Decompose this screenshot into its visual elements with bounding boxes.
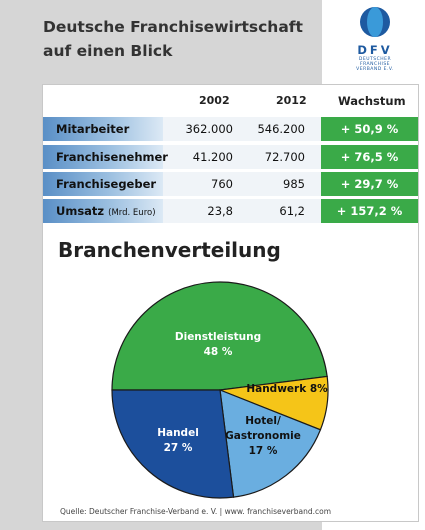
row-label: Mitarbeiter — [43, 117, 163, 141]
pie-label: Hotel/Gastronomie 17 % — [225, 415, 301, 457]
row-label-text: Umsatz — [56, 204, 105, 218]
table-row: Umsatz (Mrd. Euro) 23,8 61,2 + 157,2 % — [43, 199, 418, 223]
value-2012: 985 — [283, 177, 305, 191]
row-background — [163, 117, 321, 141]
row-background — [163, 145, 321, 169]
row-label-unit: (Mrd. Euro) — [108, 208, 156, 218]
row-label: Franchisegeber — [43, 172, 163, 196]
page-title: Deutsche Franchisewirtschaft auf einen B… — [43, 15, 313, 63]
table-row: Mitarbeiter 362.000 546.200 + 50,9 % — [43, 117, 418, 141]
row-label-text: Franchisegeber — [56, 177, 157, 191]
pie-slice-handel — [111, 389, 235, 499]
value-2012: 61,2 — [279, 204, 305, 218]
row-background — [163, 199, 321, 223]
logo-sub-3: VERBAND E.V. — [356, 67, 394, 72]
row-label: Umsatz (Mrd. Euro) — [43, 199, 163, 223]
dfv-logo-icon — [360, 7, 390, 37]
logo-wordmark: DFV — [357, 43, 393, 57]
value-2002: 760 — [211, 177, 233, 191]
logo-sub-1: DEUTSCHER — [358, 57, 392, 62]
title-line-1: Deutsche Franchisewirtschaft — [43, 18, 303, 36]
header-2012: 2012 — [276, 94, 307, 107]
section-title: Branchenverteilung — [58, 238, 281, 262]
growth-badge: + 76,5 % — [321, 145, 418, 169]
header-2002: 2002 — [199, 94, 230, 107]
row-label-text: Mitarbeiter — [56, 122, 130, 136]
value-2002: 362.000 — [185, 122, 233, 136]
value-2012: 72.700 — [264, 150, 305, 164]
pie-label: Dienstleistung 48 % — [175, 331, 261, 358]
growth-badge: + 29,7 % — [321, 172, 418, 196]
pie-slice-dienstleistung — [111, 281, 328, 391]
row-label-text: Franchisenehmer — [56, 150, 168, 164]
logo-sub-2: FRANCHISE — [359, 62, 391, 67]
pie-slice-hotel-gastronomie — [219, 389, 322, 498]
table-row: Franchisegeber 760 985 + 29,7 % — [43, 172, 418, 196]
pie-label: Handel 27 % — [157, 427, 199, 454]
value-2002: 23,8 — [207, 204, 233, 218]
value-2002: 41.200 — [192, 150, 233, 164]
logo-subtitle: DEUTSCHER FRANCHISE VERBAND E.V. — [345, 57, 405, 72]
header-wachstum: Wachstum — [338, 94, 406, 108]
growth-badge: + 157,2 % — [321, 199, 418, 223]
pie-label: Handwerk 8% — [246, 383, 328, 395]
row-label: Franchisenehmer — [43, 145, 168, 169]
source-note: Quelle: Deutscher Franchise-Verband e. V… — [60, 507, 332, 516]
dfv-logo: DFV DEUTSCHER FRANCHISE VERBAND E.V. — [345, 4, 405, 74]
growth-badge: + 50,9 % — [321, 117, 418, 141]
title-line-2: auf einen Blick — [43, 42, 173, 60]
table-row: Franchisenehmer 41.200 72.700 + 76,5 % — [43, 145, 418, 169]
row-background — [163, 172, 321, 196]
value-2012: 546.200 — [257, 122, 305, 136]
